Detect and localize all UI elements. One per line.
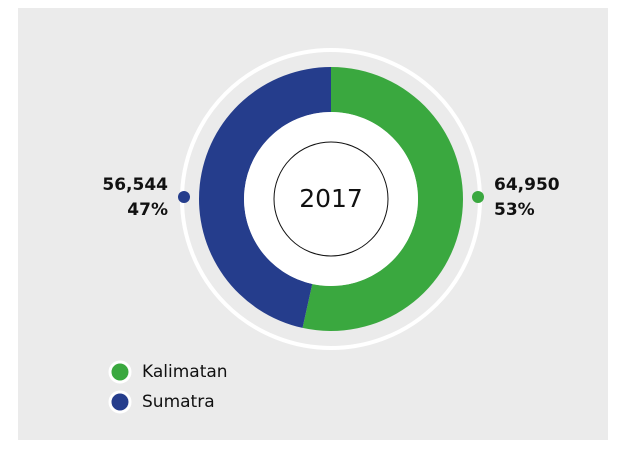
legend-label: Kalimatan	[142, 362, 228, 382]
donut-slice	[302, 67, 463, 331]
label-dot	[178, 191, 190, 203]
percent-label: 47%	[127, 200, 168, 220]
slices	[198, 67, 463, 331]
label-dot	[472, 191, 484, 203]
percent-label: 53%	[494, 200, 535, 220]
donut-slice	[198, 67, 331, 328]
inner-disc	[244, 112, 418, 286]
legend-swatch	[108, 390, 132, 414]
legend-swatch	[108, 360, 132, 384]
value-label: 56,544	[102, 175, 168, 195]
value-label: 64,950	[494, 175, 560, 195]
center-label: 2017	[299, 184, 363, 213]
legend-label: Sumatra	[142, 392, 215, 412]
center-circle	[273, 141, 389, 257]
